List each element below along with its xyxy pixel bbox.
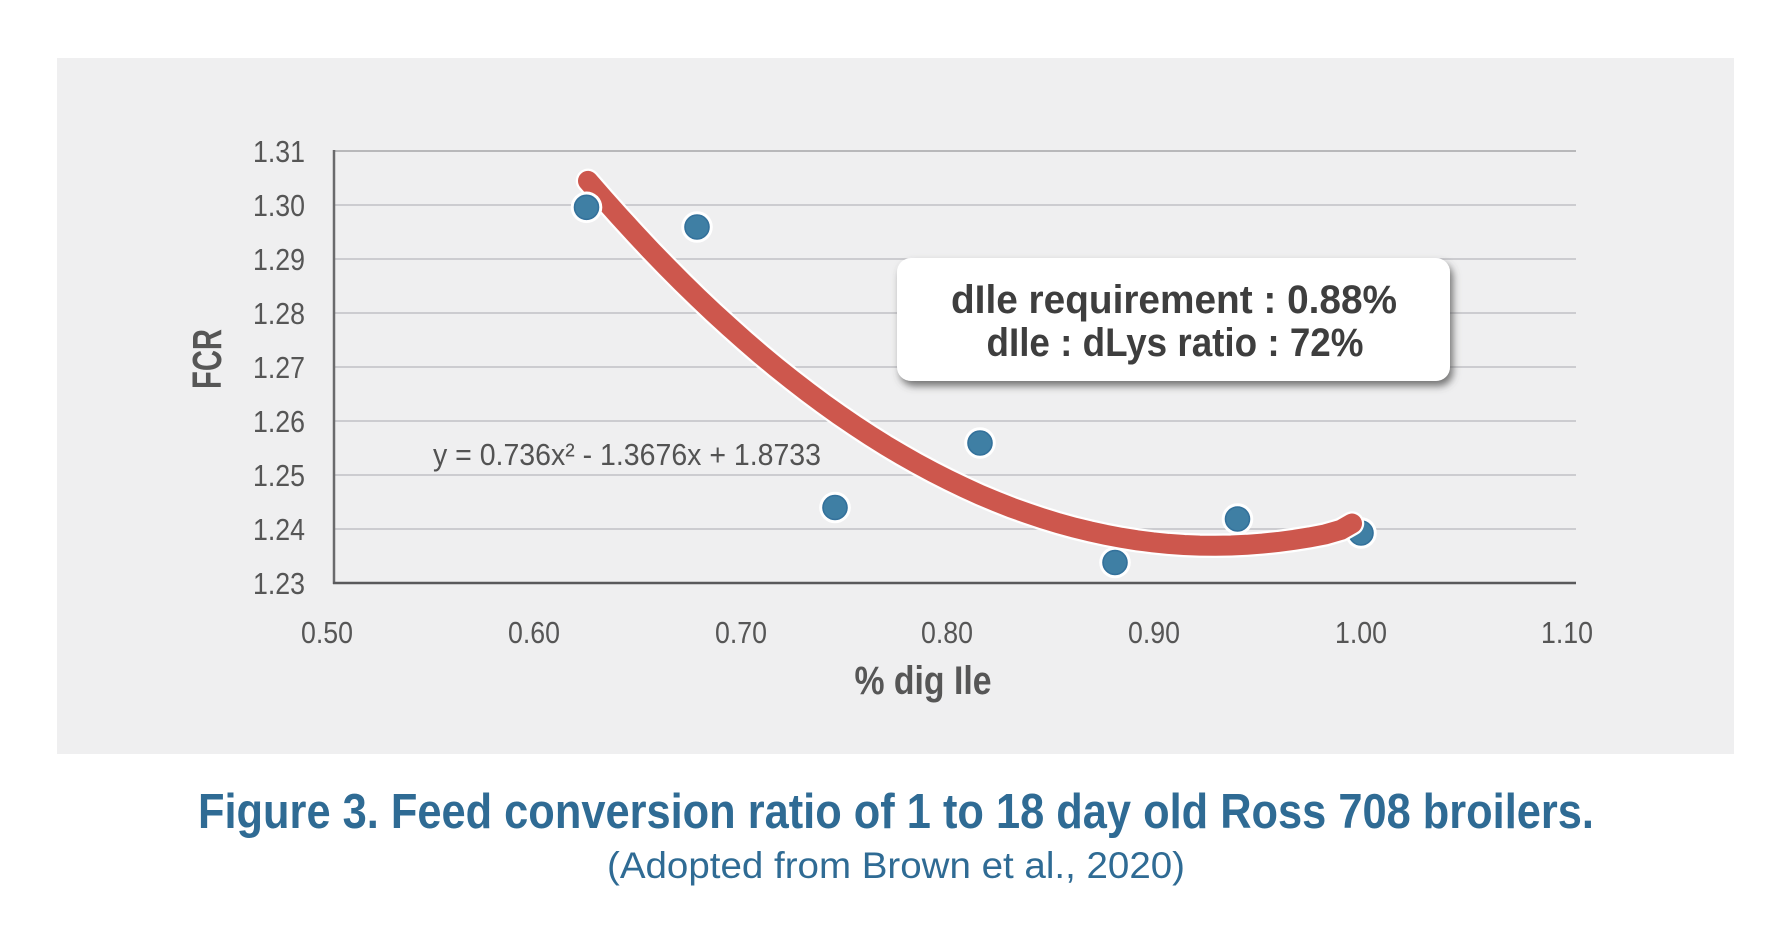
svg-text:1.23: 1.23: [253, 566, 305, 601]
svg-text:1.25: 1.25: [253, 458, 305, 493]
svg-text:(Adopted from Brown et al., 20: (Adopted from Brown et al., 2020): [607, 845, 1185, 886]
svg-text:1.24: 1.24: [253, 512, 305, 547]
svg-text:Figure 3. Feed conversion rati: Figure 3. Feed conversion ratio of 1 to …: [198, 785, 1594, 839]
svg-text:1.26: 1.26: [253, 404, 305, 439]
svg-text:1.00: 1.00: [1335, 615, 1387, 650]
svg-text:1.28: 1.28: [253, 296, 305, 331]
svg-text:y = 0.736x² - 1.3676x + 1.8733: y = 0.736x² - 1.3676x + 1.8733: [433, 437, 821, 472]
svg-text:0.80: 0.80: [921, 615, 973, 650]
svg-text:1.10: 1.10: [1541, 615, 1593, 650]
svg-text:1.31: 1.31: [253, 134, 305, 169]
svg-text:1.30: 1.30: [253, 188, 305, 223]
svg-text:0.70: 0.70: [715, 615, 767, 650]
svg-text:FCR: FCR: [184, 329, 230, 389]
svg-text:% dig Ile: % dig Ile: [855, 659, 992, 703]
svg-text:0.50: 0.50: [301, 615, 353, 650]
svg-text:1.29: 1.29: [253, 242, 305, 277]
svg-text:dIle : dLys ratio : 72%: dIle : dLys ratio : 72%: [987, 321, 1364, 365]
svg-text:0.60: 0.60: [508, 615, 560, 650]
svg-text:dIle requirement : 0.88%: dIle requirement : 0.88%: [951, 278, 1397, 322]
svg-text:1.27: 1.27: [253, 350, 305, 385]
svg-text:0.90: 0.90: [1128, 615, 1180, 650]
